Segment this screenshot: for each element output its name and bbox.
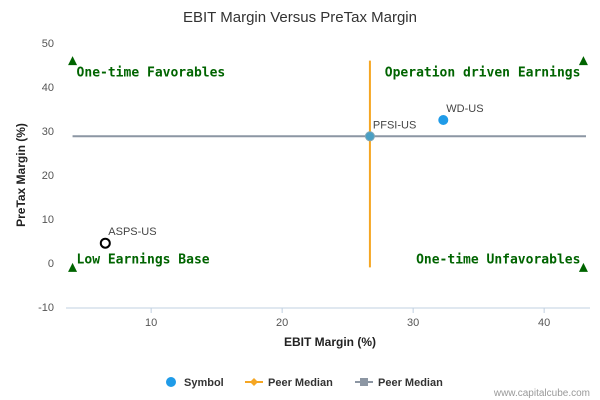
data-point-wd-us xyxy=(438,115,449,125)
triangle-marker-bottom-right xyxy=(578,262,588,272)
x-axis-title: EBIT Margin (%) xyxy=(284,335,376,349)
y-tick-label: -10 xyxy=(38,302,54,314)
quadrant-label-top-right: Operation driven Earnings xyxy=(385,66,581,81)
legend-symbol-marker xyxy=(166,377,176,387)
data-point-asps-us xyxy=(99,237,111,249)
x-tick-label: 40 xyxy=(538,317,550,329)
y-axis-title: PreTax Margin (%) xyxy=(14,123,28,227)
quadrant-label-bottom-right: One-time Unfavorables xyxy=(416,252,580,267)
x-tick-label: 30 xyxy=(407,317,419,329)
y-tick-label: 0 xyxy=(48,258,54,270)
legend-label-peer-median-vertical: Peer Median xyxy=(268,377,333,389)
x-tick-label: 20 xyxy=(276,317,288,329)
quadrant-label-top-left: One-time Favorables xyxy=(77,66,226,81)
credit-text: www.capitalcube.com xyxy=(493,388,590,399)
legend-peer-median-diamond xyxy=(250,378,258,386)
data-label-wd-us: WD-US xyxy=(446,103,483,115)
data-label-pfsi-us: PFSI-US xyxy=(373,119,416,131)
legend: Symbol Peer Median Peer Median xyxy=(166,377,443,389)
data-point-pfsi-us xyxy=(364,131,375,142)
y-tick-label: 10 xyxy=(42,214,54,226)
triangle-marker-top-left xyxy=(68,56,78,66)
y-tick-label: 40 xyxy=(42,82,54,94)
y-tick-label: 30 xyxy=(42,126,54,138)
legend-peer-median-square xyxy=(360,378,368,386)
plot-area: 10 20 30 40 -10 0 10 20 30 40 50 One-time Favorable… xyxy=(38,38,590,329)
y-tick-label: 50 xyxy=(42,38,54,50)
legend-label-peer-median-horizontal: Peer Median xyxy=(378,377,443,389)
triangle-marker-top-right xyxy=(578,56,588,66)
legend-label-symbol: Symbol xyxy=(184,377,224,389)
quadrant-label-bottom-left: Low Earnings Base xyxy=(77,252,210,267)
x-tick-label: 10 xyxy=(145,317,157,329)
chart-title: EBIT Margin Versus PreTax Margin xyxy=(183,9,417,26)
data-label-asps-us: ASPS-US xyxy=(108,226,156,238)
triangle-marker-bottom-left xyxy=(68,262,78,272)
y-tick-label: 20 xyxy=(42,170,54,182)
